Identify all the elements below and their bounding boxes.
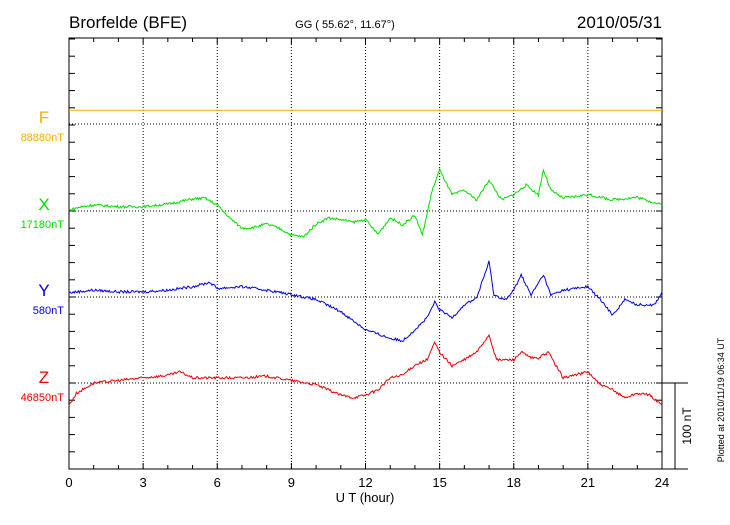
grid [69, 38, 662, 469]
chart-title: Brorfelde (BFE) [69, 13, 187, 32]
series-baseline-f: 88880nT [21, 132, 65, 144]
x-tick-label: 24 [655, 475, 669, 490]
series-group [68, 109, 663, 406]
series-line-y [68, 260, 663, 343]
x-tick-label: 18 [507, 475, 521, 490]
series-baseline-x: 17180nT [21, 219, 65, 231]
x-tick-label: 9 [288, 475, 295, 490]
x-tick-label: 12 [358, 475, 372, 490]
chart-subtitle: GG ( 55.62°, 11.67°) [295, 19, 395, 31]
x-tick-label: 0 [65, 475, 72, 490]
plotted-note: Plotted at 2010/11/19 06:34 UT [716, 337, 726, 462]
series-baseline-y: 580nT [33, 305, 64, 317]
series-baseline-z: 46850nT [21, 392, 65, 404]
series-labels: F 88880nT X 17180nT Y 580nT Z 46850nT [21, 108, 65, 404]
x-tick-label: 6 [214, 475, 221, 490]
scale-label: 100 nT [680, 407, 694, 445]
series-line-z [68, 333, 663, 406]
series-name-x: X [38, 195, 49, 214]
series-name-f: F [39, 108, 49, 127]
series-line-x [68, 167, 663, 238]
x-tick-label: 3 [140, 475, 147, 490]
series-name-z: Z [39, 368, 49, 387]
chart-date: 2010/05/31 [577, 13, 662, 32]
series-name-y: Y [38, 281, 49, 300]
scale-bar [662, 382, 688, 470]
x-tick-label: 15 [432, 475, 446, 490]
x-tick-label: 21 [581, 475, 595, 490]
x-axis-label: U T (hour) [336, 490, 395, 505]
axes: 0 3 6 9 12 15 18 21 24 [65, 37, 669, 490]
